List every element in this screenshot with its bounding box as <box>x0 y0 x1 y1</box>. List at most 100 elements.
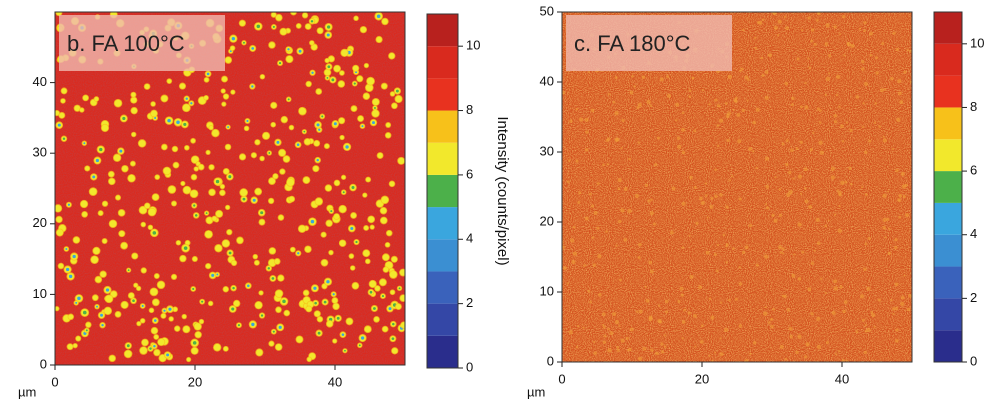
map-spot <box>255 301 263 309</box>
map-spot <box>770 324 774 329</box>
map-spot-core <box>341 333 345 336</box>
map-spot <box>784 81 789 86</box>
map-spot <box>351 105 357 112</box>
map-spot <box>892 312 895 315</box>
map-spot <box>128 174 135 182</box>
map-spot-core <box>119 149 123 153</box>
colorbar-label: Intensity (counts/pixel) <box>494 116 511 265</box>
map-spot <box>211 129 219 137</box>
map-spot <box>833 25 837 29</box>
map-spot <box>366 77 375 85</box>
map-spot <box>772 12 776 15</box>
map-spot-core <box>256 24 261 29</box>
map-spot-core <box>331 78 335 82</box>
map-spot <box>812 131 815 134</box>
map-spot <box>616 348 620 352</box>
map-spot <box>734 99 738 103</box>
map-spot <box>259 291 263 295</box>
map-spot <box>755 107 760 112</box>
map-spot <box>744 75 749 80</box>
map-spot <box>223 286 229 292</box>
map-spot-core <box>127 269 130 272</box>
map-spot <box>593 340 596 343</box>
map-spot <box>618 219 622 224</box>
map-spot <box>317 28 323 34</box>
colorbar-level <box>427 78 458 111</box>
map-spot <box>761 18 765 21</box>
map-spot <box>199 319 204 324</box>
map-spot <box>898 215 902 219</box>
map-spot <box>324 69 331 76</box>
map-spot-core <box>344 349 346 352</box>
map-spot <box>864 242 868 246</box>
map-spot-core <box>96 305 98 308</box>
map-spot <box>804 199 809 204</box>
map-spot <box>349 254 354 259</box>
colorbar-tick-label: 10 <box>970 35 984 50</box>
map-spot <box>890 76 894 81</box>
map-spot-core <box>232 286 235 290</box>
map-spot <box>628 157 631 161</box>
map-spot <box>900 295 905 300</box>
map-spot <box>381 83 387 89</box>
map-spot <box>883 88 887 91</box>
map-spot <box>614 320 620 325</box>
colorbar-level <box>934 139 962 172</box>
map-spot <box>309 40 314 45</box>
map-spot <box>824 93 828 97</box>
map-spot <box>649 269 654 274</box>
map-spot <box>660 350 665 354</box>
map-spot <box>400 295 405 302</box>
map-spot <box>732 108 735 111</box>
map-spot <box>570 238 575 243</box>
map-spot-core <box>211 273 215 277</box>
map-spot-core <box>298 49 302 53</box>
map-spot-core <box>350 226 354 231</box>
map-spot <box>60 98 66 103</box>
map-spot <box>223 94 229 99</box>
map-spot <box>183 186 191 194</box>
title-box <box>59 15 225 71</box>
map-spot <box>828 72 831 75</box>
map-spot <box>815 217 820 223</box>
map-spot-core <box>154 116 157 120</box>
map-spot-core <box>243 41 245 44</box>
map-spot <box>215 244 222 252</box>
map-spot <box>625 336 629 341</box>
map-spot <box>638 356 643 361</box>
map-spot <box>840 180 845 185</box>
map-spot <box>882 138 887 143</box>
map-spot <box>681 201 686 206</box>
map-spot-core <box>345 145 349 149</box>
map-spot <box>328 56 335 62</box>
map-spot <box>896 117 901 122</box>
map-spot-core <box>206 72 210 76</box>
map-spot <box>194 167 199 171</box>
map-spot <box>900 171 905 177</box>
map-spot <box>376 36 382 43</box>
map-spot <box>719 337 722 340</box>
map-spot <box>817 12 820 15</box>
map-spot <box>693 185 697 189</box>
map-spot-core <box>190 102 193 105</box>
map-spot <box>209 164 214 170</box>
map-spot <box>677 144 682 149</box>
map-spot <box>372 98 380 106</box>
map-spot <box>837 190 842 195</box>
map-spot <box>231 260 237 266</box>
map-spot <box>225 57 232 64</box>
map-spot <box>844 300 848 304</box>
map-spot <box>341 49 348 57</box>
map-spot <box>739 69 742 73</box>
y-tick-label: 10 <box>540 283 554 298</box>
map-spot <box>588 192 592 196</box>
map-spot <box>262 132 270 140</box>
map-spot <box>190 190 198 198</box>
map-spot <box>644 285 647 288</box>
map-spot-core <box>227 126 230 128</box>
x-axis-unit: µm <box>527 384 545 399</box>
map-spot <box>807 16 811 20</box>
map-spot <box>179 83 186 89</box>
map-spot <box>804 105 809 110</box>
map-spot <box>56 12 62 16</box>
